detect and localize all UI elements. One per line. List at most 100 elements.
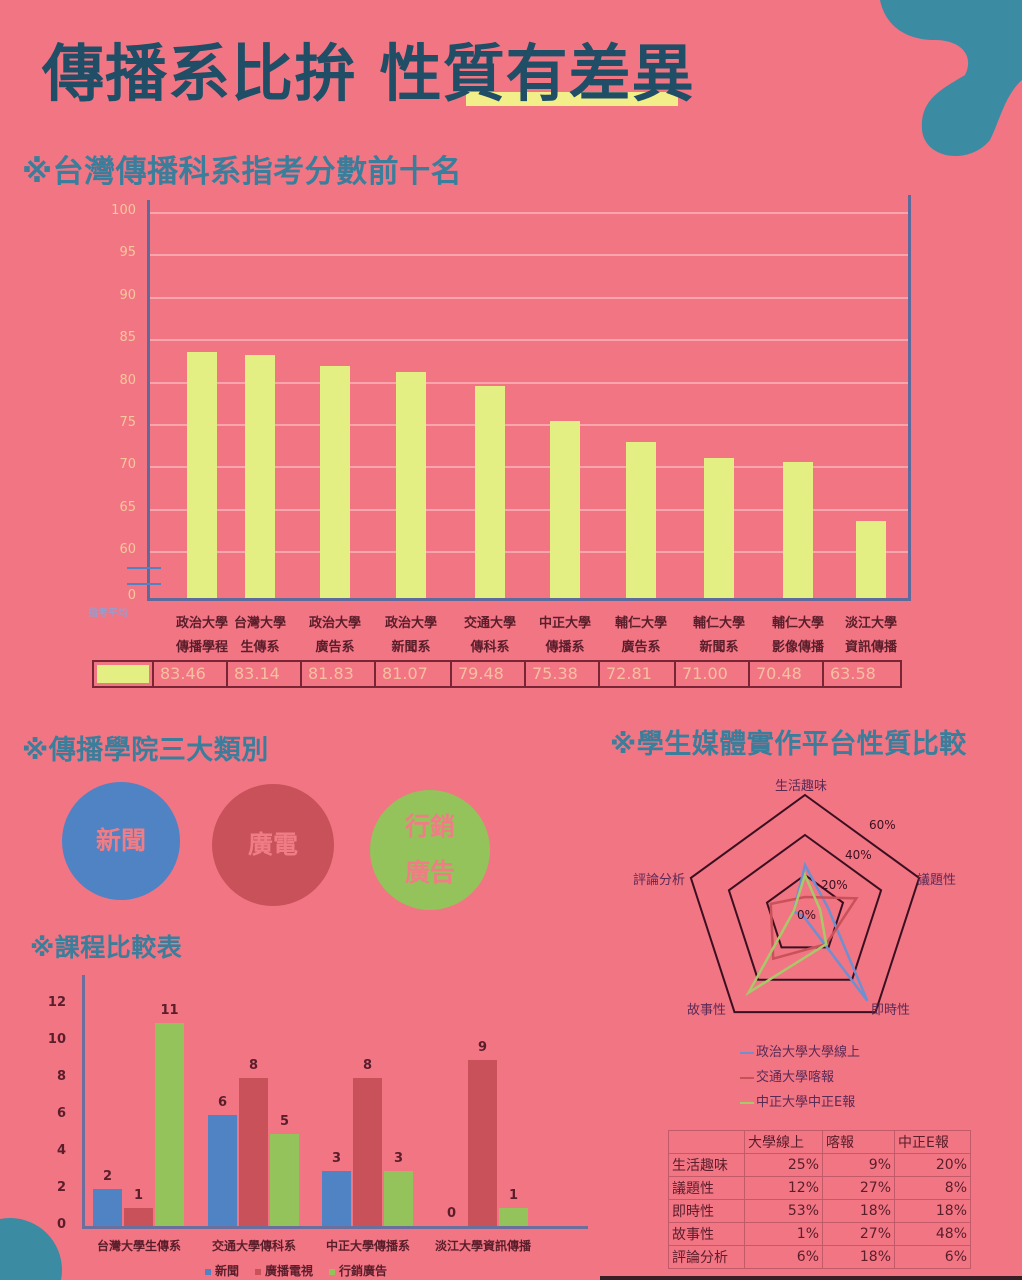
bar-value-label: 11 (160, 1002, 179, 1018)
radar-r-tick: 40% (845, 848, 872, 862)
category-label-broadcast: 廣電 (247, 830, 298, 859)
category-label: 淡江大學 資訊傳播 (844, 616, 897, 655)
table-header-cell: 中正E報 (894, 1130, 971, 1154)
score-bar (704, 457, 734, 598)
title-part-3: 有差異 (505, 37, 695, 110)
table-header-cell: 大學線上 (744, 1130, 823, 1154)
section-title-categories: ※傳播學院三大類別 (22, 735, 269, 766)
score-value-cell: 71.00 (676, 662, 750, 686)
radar-r-tick: 0% (797, 908, 816, 922)
category-label: 政治大學 廣告系 (308, 616, 361, 655)
group-category-label: 中正大學傳播系 (325, 1239, 410, 1253)
radar-axis-label: 生活趣味 (775, 779, 827, 794)
score-value-table: 83.46 83.14 81.83 81.07 79.48 75.38 72.81 71.00… (92, 660, 902, 688)
y-tick: 10 (47, 1032, 66, 1047)
legend-swatch (255, 1268, 262, 1275)
group-category-label: 交通大學傳科系 (211, 1239, 296, 1253)
score-value-cell: 75.38 (526, 662, 600, 686)
table-cell: 48% (894, 1222, 971, 1246)
y-tick: 65 (119, 499, 136, 515)
group-category-label: 淡江大學資訊傳播 (434, 1239, 531, 1253)
legend-label: 交通大學喀報 (756, 1070, 835, 1085)
bar-value-label: 5 (279, 1113, 290, 1129)
y-tick: 75 (119, 414, 136, 430)
score-value-cell: 79.48 (452, 662, 526, 686)
bar-value-label: 1 (133, 1187, 144, 1203)
score-bar (396, 372, 426, 598)
page-title: 傳播系比拚 性質有差異 (42, 36, 695, 112)
decorative-blob-bottom-left (0, 1218, 62, 1280)
radar-grid-ring (727, 833, 883, 981)
radar-data-table: 大學線上 喀報 中正E報 生活趣味 25% 9% 20% 議題性 12% 27% 8% 即時性 53% 1… (668, 1130, 971, 1269)
gridline (147, 551, 908, 553)
legend-line (740, 1051, 754, 1054)
category-label: 台灣大學 生傳系 (233, 616, 286, 655)
radar-legend-item: 中正大學中正E報 (740, 1090, 860, 1115)
legend-swatch (94, 662, 154, 686)
title-part-2: 性質 (379, 37, 506, 110)
y-tick: 100 (111, 203, 136, 218)
score-value-cell: 63.58 (830, 664, 876, 683)
table-cell: 27% (822, 1222, 895, 1246)
course-bar (155, 1022, 184, 1226)
legend-line (740, 1076, 754, 1079)
bar-value-label: 3 (331, 1150, 342, 1166)
y-tick-zero: 0 (127, 588, 136, 603)
radar-r-tick: 20% (821, 878, 848, 892)
radar-grid-ring (689, 793, 921, 1014)
table-header-row: 大學線上 喀報 中正E報 (668, 1130, 971, 1154)
table-cell: 20% (894, 1153, 971, 1177)
score-bar (783, 462, 813, 598)
table-row: 議題性 12% 27% 8% (668, 1176, 971, 1200)
legend-line (740, 1101, 754, 1104)
y-tick: 2 (56, 1180, 66, 1195)
title-highlight (466, 92, 678, 106)
table-cell: 評論分析 (668, 1245, 745, 1269)
score-value-cell: 81.83 (302, 662, 376, 686)
y-tick: 0 (56, 1217, 66, 1232)
category-label: 中正大學 傳播系 (538, 616, 591, 655)
radar-axis-label: 即時性 (871, 1003, 910, 1018)
score-value-cell: 83.46 (154, 662, 228, 686)
radar-axis-label: 故事性 (687, 1003, 726, 1018)
legend-swatch (205, 1268, 211, 1275)
score-bar (626, 442, 656, 598)
axis-break-mark (127, 583, 161, 585)
score-bar (856, 520, 886, 598)
table-row: 生活趣味 25% 9% 20% (668, 1153, 971, 1177)
table-cell: 6% (744, 1245, 823, 1269)
y-tick: 4 (56, 1143, 66, 1158)
category-label-news: 新聞 (95, 826, 146, 855)
y-tick: 70 (119, 457, 136, 473)
bar-value-label: 8 (248, 1058, 259, 1073)
gridline (147, 508, 908, 511)
table-cell: 議題性 (668, 1176, 745, 1200)
x-axis (147, 598, 911, 601)
y-tick: 60 (119, 542, 136, 557)
category-label: 政治大學 新聞系 (384, 616, 437, 655)
course-bar (468, 1059, 497, 1226)
legend-label: 行銷廣告 (339, 1264, 388, 1278)
y-tick: 90 (119, 287, 136, 303)
y-tick: 85 (119, 330, 136, 346)
legend-label: 廣播電視 (265, 1264, 314, 1278)
table-cell: 生活趣味 (668, 1153, 745, 1177)
course-bar (499, 1207, 528, 1226)
legend-swatch (329, 1268, 336, 1275)
y-tick: 12 (47, 995, 66, 1010)
bar-value-label: 9 (477, 1039, 488, 1055)
score-value-cell: 81.07 (376, 662, 452, 686)
table-header-cell (668, 1130, 745, 1154)
course-bar (384, 1170, 413, 1226)
score-bar (187, 352, 217, 598)
gridline (147, 466, 908, 469)
table-header-cell: 喀報 (822, 1130, 895, 1154)
category-label: 交通大學 傳科系 (463, 616, 516, 655)
category-circle-marketing: 行銷 廣告 (370, 790, 490, 910)
course-bar (322, 1170, 351, 1226)
table-cell: 12% (744, 1176, 823, 1200)
category-label-marketing-2: 廣告 (404, 858, 455, 887)
course-chart-legend: 新聞 廣播電視 行銷廣告 (205, 1262, 387, 1279)
radar-axis-label: 評論分析 (633, 872, 685, 888)
